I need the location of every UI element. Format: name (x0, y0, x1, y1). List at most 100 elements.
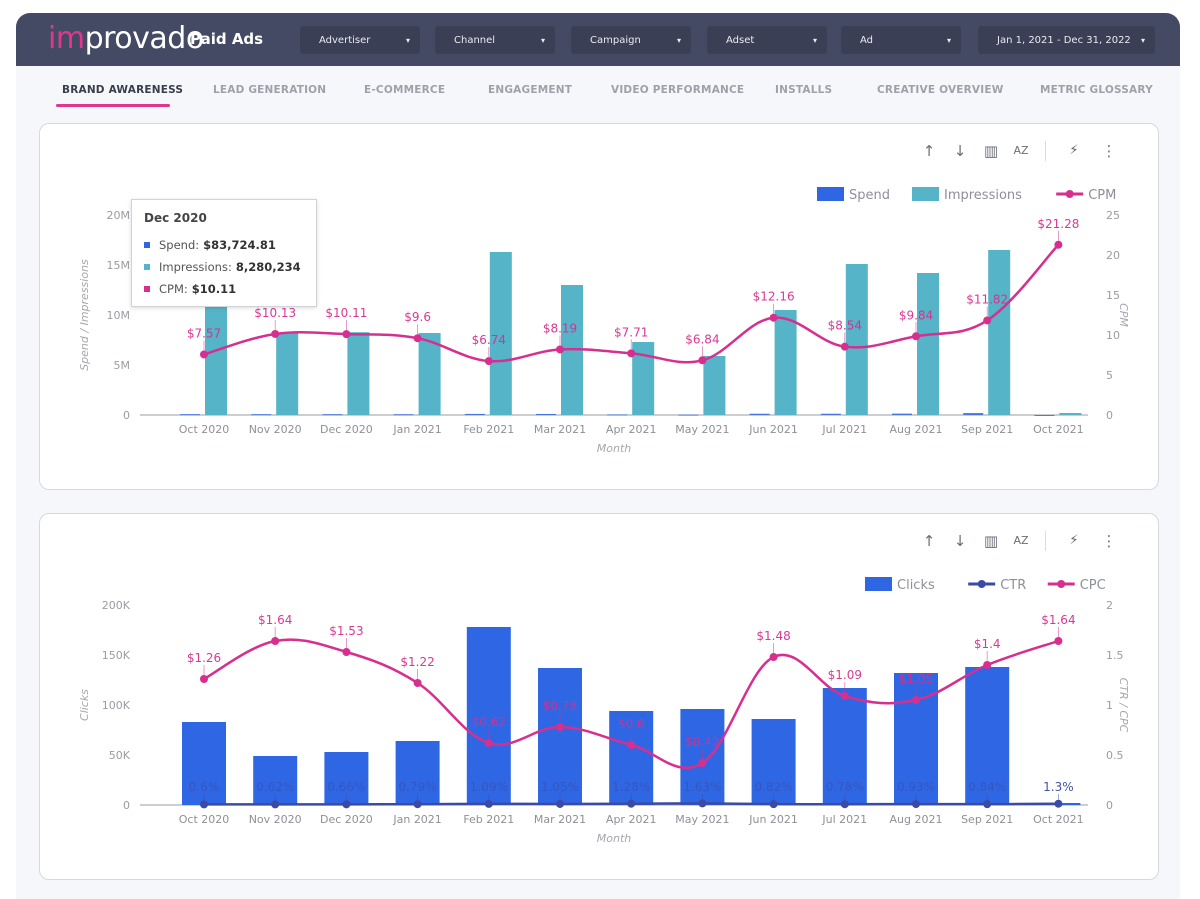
y-tick-label: 15M (107, 259, 131, 272)
sort-descending-icon[interactable]: ↓ (953, 532, 967, 550)
cpm-data-label: $6.84 (685, 332, 719, 346)
clicks-bar (609, 711, 654, 805)
x-tick-label: Aug 2021 (890, 813, 943, 826)
legend-label-clicks: Clicks (897, 578, 935, 593)
cpm-point (627, 349, 636, 358)
spend-bar (393, 414, 414, 416)
cpc-point (769, 653, 778, 661)
impressions-bar (276, 333, 299, 415)
cpm-point (342, 330, 351, 339)
cpm-data-label: $12.16 (753, 290, 795, 304)
tab-engagement[interactable]: ENGAGEMENT (488, 84, 573, 96)
ctr-data-label: 0.79% (399, 780, 437, 794)
lightning-icon[interactable]: ⚡ (1069, 533, 1079, 548)
cpc-point (627, 741, 636, 749)
tab-lead-generation[interactable]: LEAD GENERATION (213, 84, 327, 96)
campaign-filter[interactable]: Campaign ▾ (571, 26, 691, 54)
spend-bar (963, 413, 984, 415)
tooltip-value: 8,280,234 (235, 260, 301, 274)
spend-bar (180, 414, 200, 416)
lightning-icon[interactable]: ⚡ (1069, 143, 1079, 158)
filter-label: Ad (860, 34, 874, 46)
cpc-data-label: $1.22 (400, 655, 434, 669)
channel-filter[interactable]: Channel ▾ (435, 26, 555, 54)
y-axis-title: Clicks (78, 689, 91, 721)
legend-label-cpc: CPC (1080, 578, 1106, 593)
y-axis-title: Spend / Impressions (78, 259, 91, 371)
cpm-data-label: $7.57 (187, 326, 221, 340)
x-tick-label: May 2021 (675, 423, 729, 436)
cpm-data-label: $21.28 (1037, 217, 1079, 231)
spend-bar (678, 414, 699, 416)
ctr-data-label: 0.62% (256, 780, 294, 794)
cpc-data-label: $1.09 (828, 668, 862, 682)
ctr-data-label: 1.28% (612, 780, 650, 794)
tooltip-label: Impressions: (159, 260, 232, 274)
y-tick-label: 100K (102, 699, 131, 712)
cpc-data-label: $0.62 (472, 715, 506, 729)
x-tick-label: Apr 2021 (606, 423, 657, 436)
ctr-data-label: 1.3% (1043, 780, 1074, 794)
impressions-bar (205, 304, 227, 415)
ctr-point (413, 800, 422, 809)
ctr-data-label: 0.93% (897, 780, 935, 794)
cpm-point (1054, 240, 1063, 249)
x-tick-label: Aug 2021 (890, 423, 943, 436)
ctr-point (1054, 799, 1063, 808)
x-tick-label: Oct 2021 (1033, 813, 1084, 826)
y-tick-label: 0 (123, 799, 130, 812)
impressions-bar (347, 332, 370, 415)
y2-tick-label: 20 (1106, 249, 1120, 262)
tab-creative-overview[interactable]: CREATIVE OVERVIEW (877, 84, 1004, 96)
sort-az-icon[interactable]: AZ (1013, 534, 1029, 547)
y2-tick-label: 0 (1106, 409, 1113, 422)
chart-settings-icon[interactable]: ▥ (983, 142, 999, 160)
adset-filter[interactable]: Adset ▾ (707, 26, 827, 54)
tooltip-label: CPM: (159, 282, 188, 296)
tab-brand-awareness[interactable]: BRAND AWARENESS (62, 84, 184, 96)
cpc-data-label: $1.05 (899, 672, 933, 686)
ctr-data-label: 0.78% (826, 780, 864, 794)
y2-axis-title: CPM (1117, 303, 1130, 327)
more-vertical-icon[interactable]: ⋮ (1101, 142, 1117, 160)
x-tick-label: Mar 2021 (534, 813, 586, 826)
y2-tick-label: 1.5 (1106, 649, 1124, 662)
toolbar-divider (1045, 141, 1046, 161)
impressions-bar (917, 273, 939, 415)
tab-video-performance[interactable]: VIDEO PERFORMANCE (611, 84, 745, 96)
sort-az-icon[interactable]: AZ (1013, 144, 1029, 157)
ctr-data-label: 0.66% (327, 780, 365, 794)
improvado-logo[interactable]: improvado (48, 23, 204, 55)
spend-bar (251, 414, 272, 416)
chart-settings-icon[interactable]: ▥ (983, 532, 999, 550)
tab-metric-glossary[interactable]: METRIC GLOSSARY (1040, 84, 1153, 96)
spend-bar (820, 413, 841, 415)
legend-marker-cpm (1065, 190, 1074, 198)
x-tick-label: Apr 2021 (606, 813, 657, 826)
tab-e-commerce[interactable]: E-COMMERCE (364, 84, 446, 96)
sort-ascending-icon[interactable]: ↑ (922, 142, 936, 160)
tooltip-title: Dec 2020 (144, 211, 207, 225)
x-tick-label: Jun 2021 (748, 813, 798, 826)
ctr-data-label: 1.05% (541, 780, 579, 794)
filter-label: Channel (454, 34, 496, 46)
ad-filter[interactable]: Ad ▾ (841, 26, 961, 54)
impressions-bar (632, 342, 655, 415)
y-tick-label: 50K (109, 749, 131, 762)
tooltip-label: Spend: (159, 238, 200, 252)
chevron-down-icon: ▾ (946, 35, 951, 45)
more-vertical-icon[interactable]: ⋮ (1101, 532, 1117, 550)
x-tick-label: Jul 2021 (821, 423, 867, 436)
sort-ascending-icon[interactable]: ↑ (922, 532, 936, 550)
legend-marker-cpc (1057, 580, 1066, 588)
tab-installs[interactable]: INSTALLS (775, 84, 833, 96)
x-tick-label: Feb 2021 (463, 423, 514, 436)
x-tick-label: Oct 2020 (179, 813, 230, 826)
advertiser-filter[interactable]: Advertiser ▾ (300, 26, 420, 54)
sort-descending-icon[interactable]: ↓ (953, 142, 967, 160)
ctr-data-label: 0.6% (189, 780, 220, 794)
clicks-bar (466, 627, 511, 805)
y2-tick-label: 0.5 (1106, 749, 1124, 762)
date-range-filter[interactable]: Jan 1, 2021 - Dec 31, 2022 ▾ (978, 26, 1155, 54)
